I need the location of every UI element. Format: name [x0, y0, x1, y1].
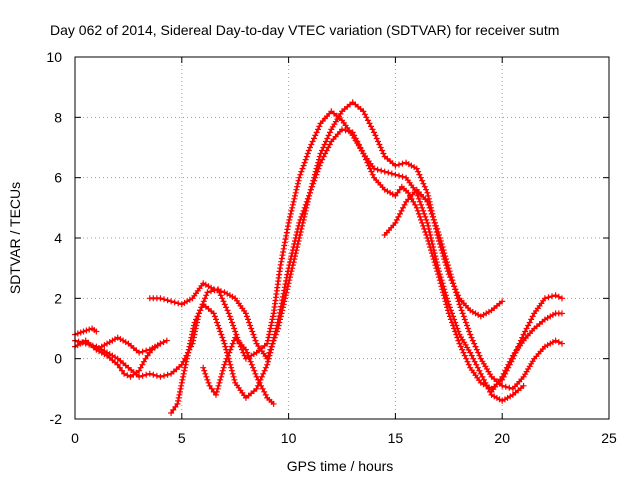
y-tick-label: 0: [54, 351, 62, 367]
series-track-3: [72, 325, 100, 338]
series-markers: [488, 310, 566, 395]
series-track-1: [72, 108, 527, 404]
series-markers: [72, 325, 100, 338]
series-markers: [381, 186, 566, 392]
series-track-4: [93, 340, 164, 380]
x-axis-label: GPS time / hours: [287, 458, 394, 474]
y-tick-label: -2: [50, 411, 63, 427]
x-tick-label: 25: [601, 430, 617, 446]
y-tick-label: 8: [54, 109, 62, 125]
y-tick-label: 2: [54, 290, 62, 306]
series-track-7: [200, 334, 277, 407]
chart-title: Day 062 of 2014, Sidereal Day-to-day VTE…: [50, 22, 559, 38]
series-track-9: [488, 310, 566, 395]
y-axis-label: SDTVAR / TECUs: [7, 182, 23, 294]
x-tick-label: 15: [388, 430, 404, 446]
series-markers: [93, 340, 164, 380]
x-tick-label: 10: [281, 430, 297, 446]
series-line: [74, 110, 525, 402]
y-tick-label: 4: [54, 230, 62, 246]
series-markers: [200, 334, 277, 407]
x-tick-label: 0: [71, 430, 79, 446]
y-tick-label: 6: [54, 170, 62, 186]
grid-lines: [75, 57, 609, 419]
x-tick-label: 5: [178, 430, 186, 446]
series-track-8: [381, 186, 566, 392]
axis-ticks: 0 5 10 15 20 25 -2 0 2 4 6 8 10: [46, 49, 617, 446]
series-markers: [72, 108, 527, 404]
y-tick-label: 10: [46, 49, 62, 65]
data-series: [72, 99, 566, 416]
x-tick-label: 20: [494, 430, 510, 446]
